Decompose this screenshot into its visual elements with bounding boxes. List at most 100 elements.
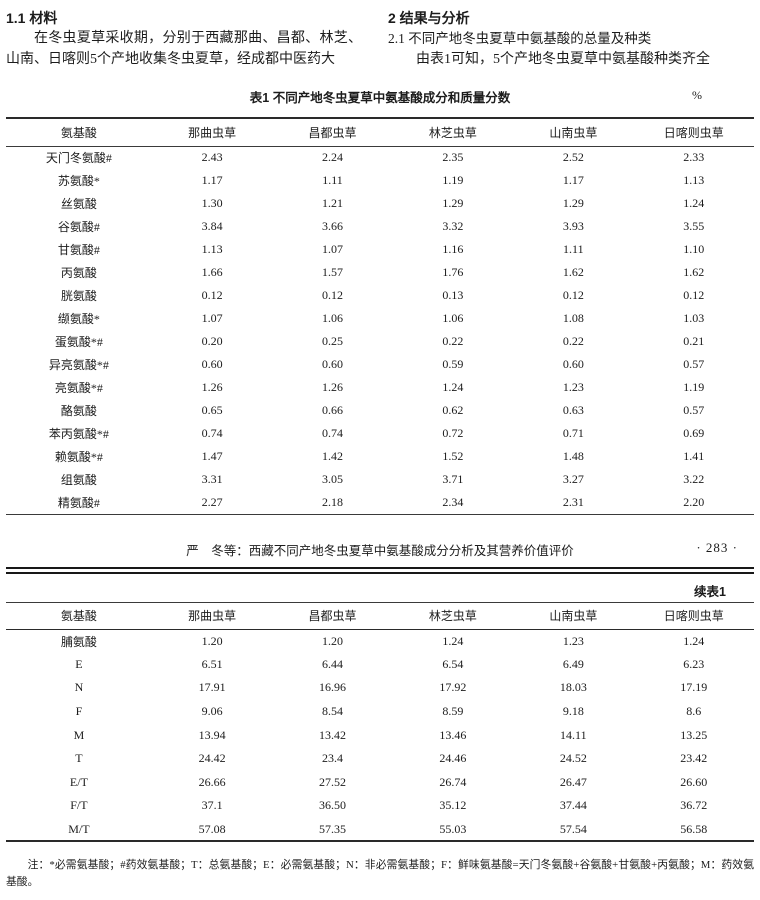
table-row: 组氨酸 3.31 3.05 3.71 3.27 3.22 bbox=[6, 468, 754, 491]
value-cell: 36.50 bbox=[318, 798, 346, 813]
table-row: 苯丙氨酸*# 0.74 0.74 0.72 0.71 0.69 bbox=[6, 422, 754, 445]
value-cell: 2.35 bbox=[442, 150, 464, 165]
left-text-column: 1.1 材料 在冬虫夏草采收期，分别于西藏那曲、昌都、林芝、山南、日喀则5个产地… bbox=[6, 8, 362, 70]
value-cell: 1.03 bbox=[683, 311, 705, 325]
subsection-heading: 2.1 不同产地冬虫夏草中氨基酸的总量及种类 bbox=[388, 31, 652, 46]
value-cell: 1.47 bbox=[201, 449, 223, 463]
value-cell: 0.12 bbox=[321, 288, 343, 302]
value-cell: 56.58 bbox=[680, 821, 708, 836]
value-cell: 9.18 bbox=[562, 704, 584, 719]
row-label-cell: 丝氨酸 bbox=[60, 197, 97, 211]
value-cell: 2.34 bbox=[442, 494, 464, 509]
row-label-cell: 酪氨酸 bbox=[60, 404, 97, 418]
row-label-cell: 谷氨酸# bbox=[57, 220, 100, 234]
value-cell: 37.44 bbox=[559, 798, 587, 813]
table-row: 丙氨酸 1.66 1.57 1.76 1.62 1.62 bbox=[6, 261, 754, 284]
value-cell: 0.22 bbox=[442, 334, 464, 348]
value-cell: 8.54 bbox=[321, 704, 343, 719]
value-cell: 1.66 bbox=[201, 265, 223, 279]
value-cell: 8.6 bbox=[686, 704, 702, 719]
table1-unit-label: % bbox=[692, 88, 702, 102]
row-label-cell: F bbox=[75, 704, 83, 719]
value-cell: 26.47 bbox=[559, 774, 587, 789]
value-cell: 0.20 bbox=[201, 334, 223, 348]
row-label-cell: F/T bbox=[70, 798, 88, 813]
value-cell: 1.24 bbox=[442, 380, 464, 394]
value-cell: 0.60 bbox=[201, 357, 223, 371]
row-label-cell: 蛋氨酸*# bbox=[54, 335, 103, 349]
value-cell: 1.07 bbox=[201, 311, 223, 325]
value-cell: 36.72 bbox=[680, 798, 708, 813]
row-label-cell: 苯丙氨酸*# bbox=[48, 427, 109, 441]
column-header: 日喀则虫草 bbox=[663, 125, 724, 140]
value-cell: 1.17 bbox=[562, 173, 584, 187]
table-row: T 24.42 23.4 24.46 24.52 23.42 bbox=[6, 747, 754, 771]
value-cell: 3.55 bbox=[683, 219, 705, 233]
value-cell: 3.93 bbox=[562, 219, 584, 233]
value-cell: 1.62 bbox=[683, 265, 705, 279]
table1-caption-row: 表1 不同产地冬虫夏草中氨基酸成分和质量分数 % bbox=[6, 87, 754, 105]
running-head-text: 严 冬等：西藏不同产地冬虫夏草中氨基酸成分分析及其营养价值评价 bbox=[186, 543, 574, 558]
row-label-cell: 精氨酸# bbox=[57, 495, 100, 510]
row-label-cell: T bbox=[75, 751, 83, 766]
column-header: 那曲虫草 bbox=[188, 609, 237, 623]
running-head: 严 冬等：西藏不同产地冬虫夏草中氨基酸成分分析及其营养价值评价 · 283 · bbox=[6, 540, 754, 558]
value-cell: 13.94 bbox=[198, 727, 226, 742]
value-cell: 2.18 bbox=[321, 494, 343, 509]
value-cell: 1.24 bbox=[683, 633, 705, 648]
value-cell: 1.13 bbox=[201, 242, 223, 256]
table-row: 谷氨酸# 3.84 3.66 3.32 3.93 3.55 bbox=[6, 215, 754, 238]
table-row: 精氨酸# 2.27 2.18 2.34 2.31 2.20 bbox=[6, 491, 754, 514]
value-cell: 27.52 bbox=[318, 774, 346, 789]
value-cell: 6.51 bbox=[201, 656, 223, 671]
row-label-cell: 脯氨酸 bbox=[60, 634, 97, 649]
value-cell: 1.30 bbox=[201, 196, 223, 210]
table-row: 胱氨酸 0.12 0.12 0.13 0.12 0.12 bbox=[6, 284, 754, 307]
value-cell: 1.76 bbox=[442, 265, 464, 279]
row-label-cell: 丙氨酸 bbox=[60, 266, 97, 280]
row-label-cell: 异亮氨酸*# bbox=[48, 358, 109, 372]
value-cell: 13.25 bbox=[680, 727, 708, 742]
value-cell: 3.31 bbox=[201, 472, 223, 486]
value-cell: 0.74 bbox=[321, 426, 343, 440]
value-cell: 0.12 bbox=[562, 288, 584, 302]
value-cell: 3.27 bbox=[562, 472, 584, 486]
row-label-cell: 胱氨酸 bbox=[60, 289, 97, 303]
value-cell: 1.21 bbox=[321, 196, 343, 210]
section-heading-materials: 1.1 材料 bbox=[6, 10, 58, 26]
row-label-cell: 苏氨酸* bbox=[57, 174, 100, 188]
value-cell: 35.12 bbox=[439, 798, 467, 813]
table-row: 脯氨酸 1.20 1.20 1.24 1.23 1.24 bbox=[6, 629, 754, 653]
top-text-columns: 1.1 材料 在冬虫夏草采收期，分别于西藏那曲、昌都、林芝、山南、日喀则5个产地… bbox=[6, 8, 754, 70]
column-header: 日喀则虫草 bbox=[663, 609, 724, 623]
value-cell: 1.26 bbox=[321, 380, 343, 394]
table-row: 缬氨酸* 1.07 1.06 1.06 1.08 1.03 bbox=[6, 307, 754, 330]
table1-continued: 氨基酸 那曲虫草 昌都虫草 林芝虫草 山南虫草 日喀则虫草 脯氨酸 1.20 1.20 1.24… bbox=[6, 601, 754, 843]
table-row: F 9.06 8.54 8.59 9.18 8.6 bbox=[6, 700, 754, 724]
value-cell: 6.23 bbox=[683, 656, 705, 671]
results-paragraph: 由表1可知，5个产地冬虫夏草中氨基酸种类齐全 bbox=[416, 52, 710, 67]
table-row: 异亮氨酸*# 0.60 0.60 0.59 0.60 0.57 bbox=[6, 353, 754, 376]
value-cell: 0.21 bbox=[683, 334, 705, 348]
value-cell: 0.71 bbox=[562, 426, 584, 440]
value-cell: 1.62 bbox=[562, 265, 584, 279]
value-cell: 14.11 bbox=[560, 727, 587, 742]
row-label-cell: 亮氨酸*# bbox=[54, 381, 103, 395]
value-cell: 0.72 bbox=[442, 426, 464, 440]
value-cell: 1.06 bbox=[321, 311, 343, 325]
row-label-cell: N bbox=[74, 680, 84, 695]
value-cell: 1.29 bbox=[562, 196, 584, 210]
value-cell: 3.22 bbox=[683, 472, 705, 486]
column-header: 氨基酸 bbox=[60, 125, 97, 140]
value-cell: 0.57 bbox=[683, 357, 705, 371]
value-cell: 18.03 bbox=[559, 680, 587, 695]
column-header: 昌都虫草 bbox=[308, 125, 357, 140]
table-row: E 6.51 6.44 6.54 6.49 6.23 bbox=[6, 653, 754, 677]
row-label-cell: 组氨酸 bbox=[60, 473, 97, 487]
column-header: 山南虫草 bbox=[549, 125, 598, 140]
value-cell: 6.54 bbox=[442, 656, 464, 671]
table1-continued-label: 续表1 bbox=[694, 584, 726, 599]
row-label-cell: 赖氨酸*# bbox=[54, 450, 103, 464]
table-row: F/T 37.1 36.50 35.12 37.44 36.72 bbox=[6, 794, 754, 818]
